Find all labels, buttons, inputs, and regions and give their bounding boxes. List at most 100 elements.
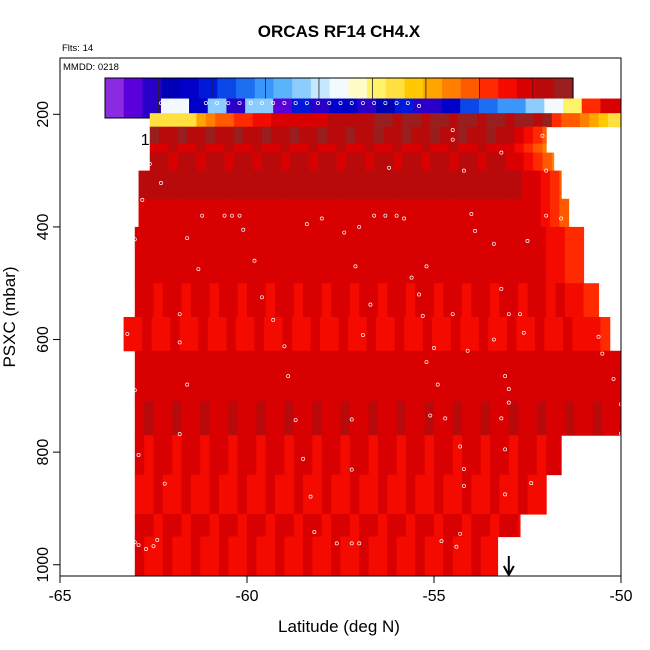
heatmap-cell (280, 143, 291, 154)
heatmap-cell (308, 113, 319, 128)
heatmap-cell (162, 226, 173, 284)
marker-arrowhead (502, 565, 515, 578)
heatmap-cell (153, 283, 164, 318)
heatmap-cell (405, 350, 416, 402)
heatmap-cell (181, 435, 192, 476)
heatmap-cell (306, 170, 317, 200)
heatmap-cell (280, 126, 291, 145)
sample-point (589, 270, 594, 274)
sample-point (125, 331, 130, 336)
heatmap-cell (275, 474, 285, 515)
heatmap-cell (160, 317, 171, 352)
heatmap-cell (205, 143, 216, 154)
heatmap-cell (331, 401, 341, 436)
sample-point (129, 285, 134, 290)
sample-point (499, 544, 504, 549)
heatmap-cell (138, 170, 149, 200)
heatmap-cell (506, 98, 517, 114)
heatmap-cell (299, 126, 310, 145)
heatmap-cell (503, 198, 514, 228)
heatmap-cell (144, 536, 154, 577)
sample-point (338, 101, 343, 105)
heatmap-cell (506, 317, 517, 352)
heatmap-cell (218, 435, 229, 476)
heatmap-cell (159, 126, 169, 145)
heatmap-cell (284, 226, 295, 284)
heatmap-cell (432, 317, 442, 352)
heatmap-cell (321, 514, 332, 538)
heatmap-cell (336, 143, 347, 154)
sample-point (394, 213, 399, 218)
sample-points (125, 101, 623, 551)
heatmap-cell (271, 152, 282, 172)
heatmap-cell (340, 283, 351, 318)
heatmap-cell (312, 226, 323, 284)
heatmap-cell (387, 350, 398, 402)
heatmap-cell (499, 226, 510, 284)
heatmap-cell (602, 350, 613, 402)
heatmap-cell (527, 350, 538, 402)
heatmap-cell (439, 113, 450, 128)
sample-point (461, 467, 466, 471)
heatmap-cell (452, 350, 463, 402)
heatmap-cell (574, 226, 585, 284)
heatmap-cell (222, 170, 233, 200)
heatmap-cell (377, 514, 388, 538)
heatmap-cell (450, 317, 461, 352)
heatmap-cell (247, 350, 257, 402)
sample-point (506, 387, 511, 392)
heatmap-cell (366, 317, 377, 352)
heatmap-cell (177, 126, 188, 145)
heatmap-cell (209, 350, 220, 402)
heatmap-cell (299, 143, 310, 154)
heatmap-cell (518, 514, 521, 538)
heatmap-cell (434, 401, 444, 436)
heatmap-cell (312, 536, 323, 577)
heatmap-cell (591, 317, 601, 352)
heatmap-cell (228, 435, 239, 476)
sample-point (607, 141, 612, 146)
heatmap-cell (224, 143, 235, 154)
heatmap-cell (172, 474, 183, 515)
heatmap-cell (405, 401, 416, 436)
sample-point (570, 128, 575, 133)
heatmap-cell (404, 98, 414, 114)
sample-point (151, 544, 156, 549)
heatmap-cell (144, 401, 154, 436)
heatmap-cell (499, 514, 510, 538)
heatmap-cell (284, 350, 295, 402)
heatmap-cell (282, 98, 293, 114)
heatmap-cell (147, 198, 158, 228)
sample-point (383, 213, 388, 218)
sample-point (491, 241, 496, 246)
heatmap-cell (385, 98, 396, 114)
heatmap-cell (480, 474, 491, 515)
sample-point (316, 101, 321, 105)
heatmap-cell (177, 143, 188, 154)
heatmap-cell (297, 198, 308, 228)
heatmap-cell (458, 152, 469, 172)
heatmap-cell (157, 198, 168, 228)
y-tick-label: 200 (35, 101, 52, 128)
heatmap-cell (310, 98, 321, 114)
heatmap-cell (297, 170, 308, 200)
heatmap-cell (293, 283, 304, 318)
heatmap-cell (190, 435, 201, 476)
heatmap-cell (265, 283, 276, 318)
heatmap-cell (349, 514, 360, 538)
heatmap-cell (390, 170, 401, 200)
heatmap-cell (196, 113, 207, 128)
heatmap-cell (499, 435, 510, 476)
heatmap-cell (518, 350, 528, 402)
heatmap-cell (478, 98, 489, 114)
heatmap-cell (396, 474, 407, 515)
heatmap-cell (402, 152, 413, 172)
heatmap-cell (241, 198, 252, 228)
heatmap-cell (181, 474, 192, 515)
heatmap-cell (228, 350, 239, 402)
heatmap-cell (349, 536, 360, 577)
sample-point (304, 222, 309, 227)
heatmap-cell (162, 435, 173, 476)
heatmap-cell (564, 283, 575, 318)
heatmap-cell (196, 143, 207, 154)
